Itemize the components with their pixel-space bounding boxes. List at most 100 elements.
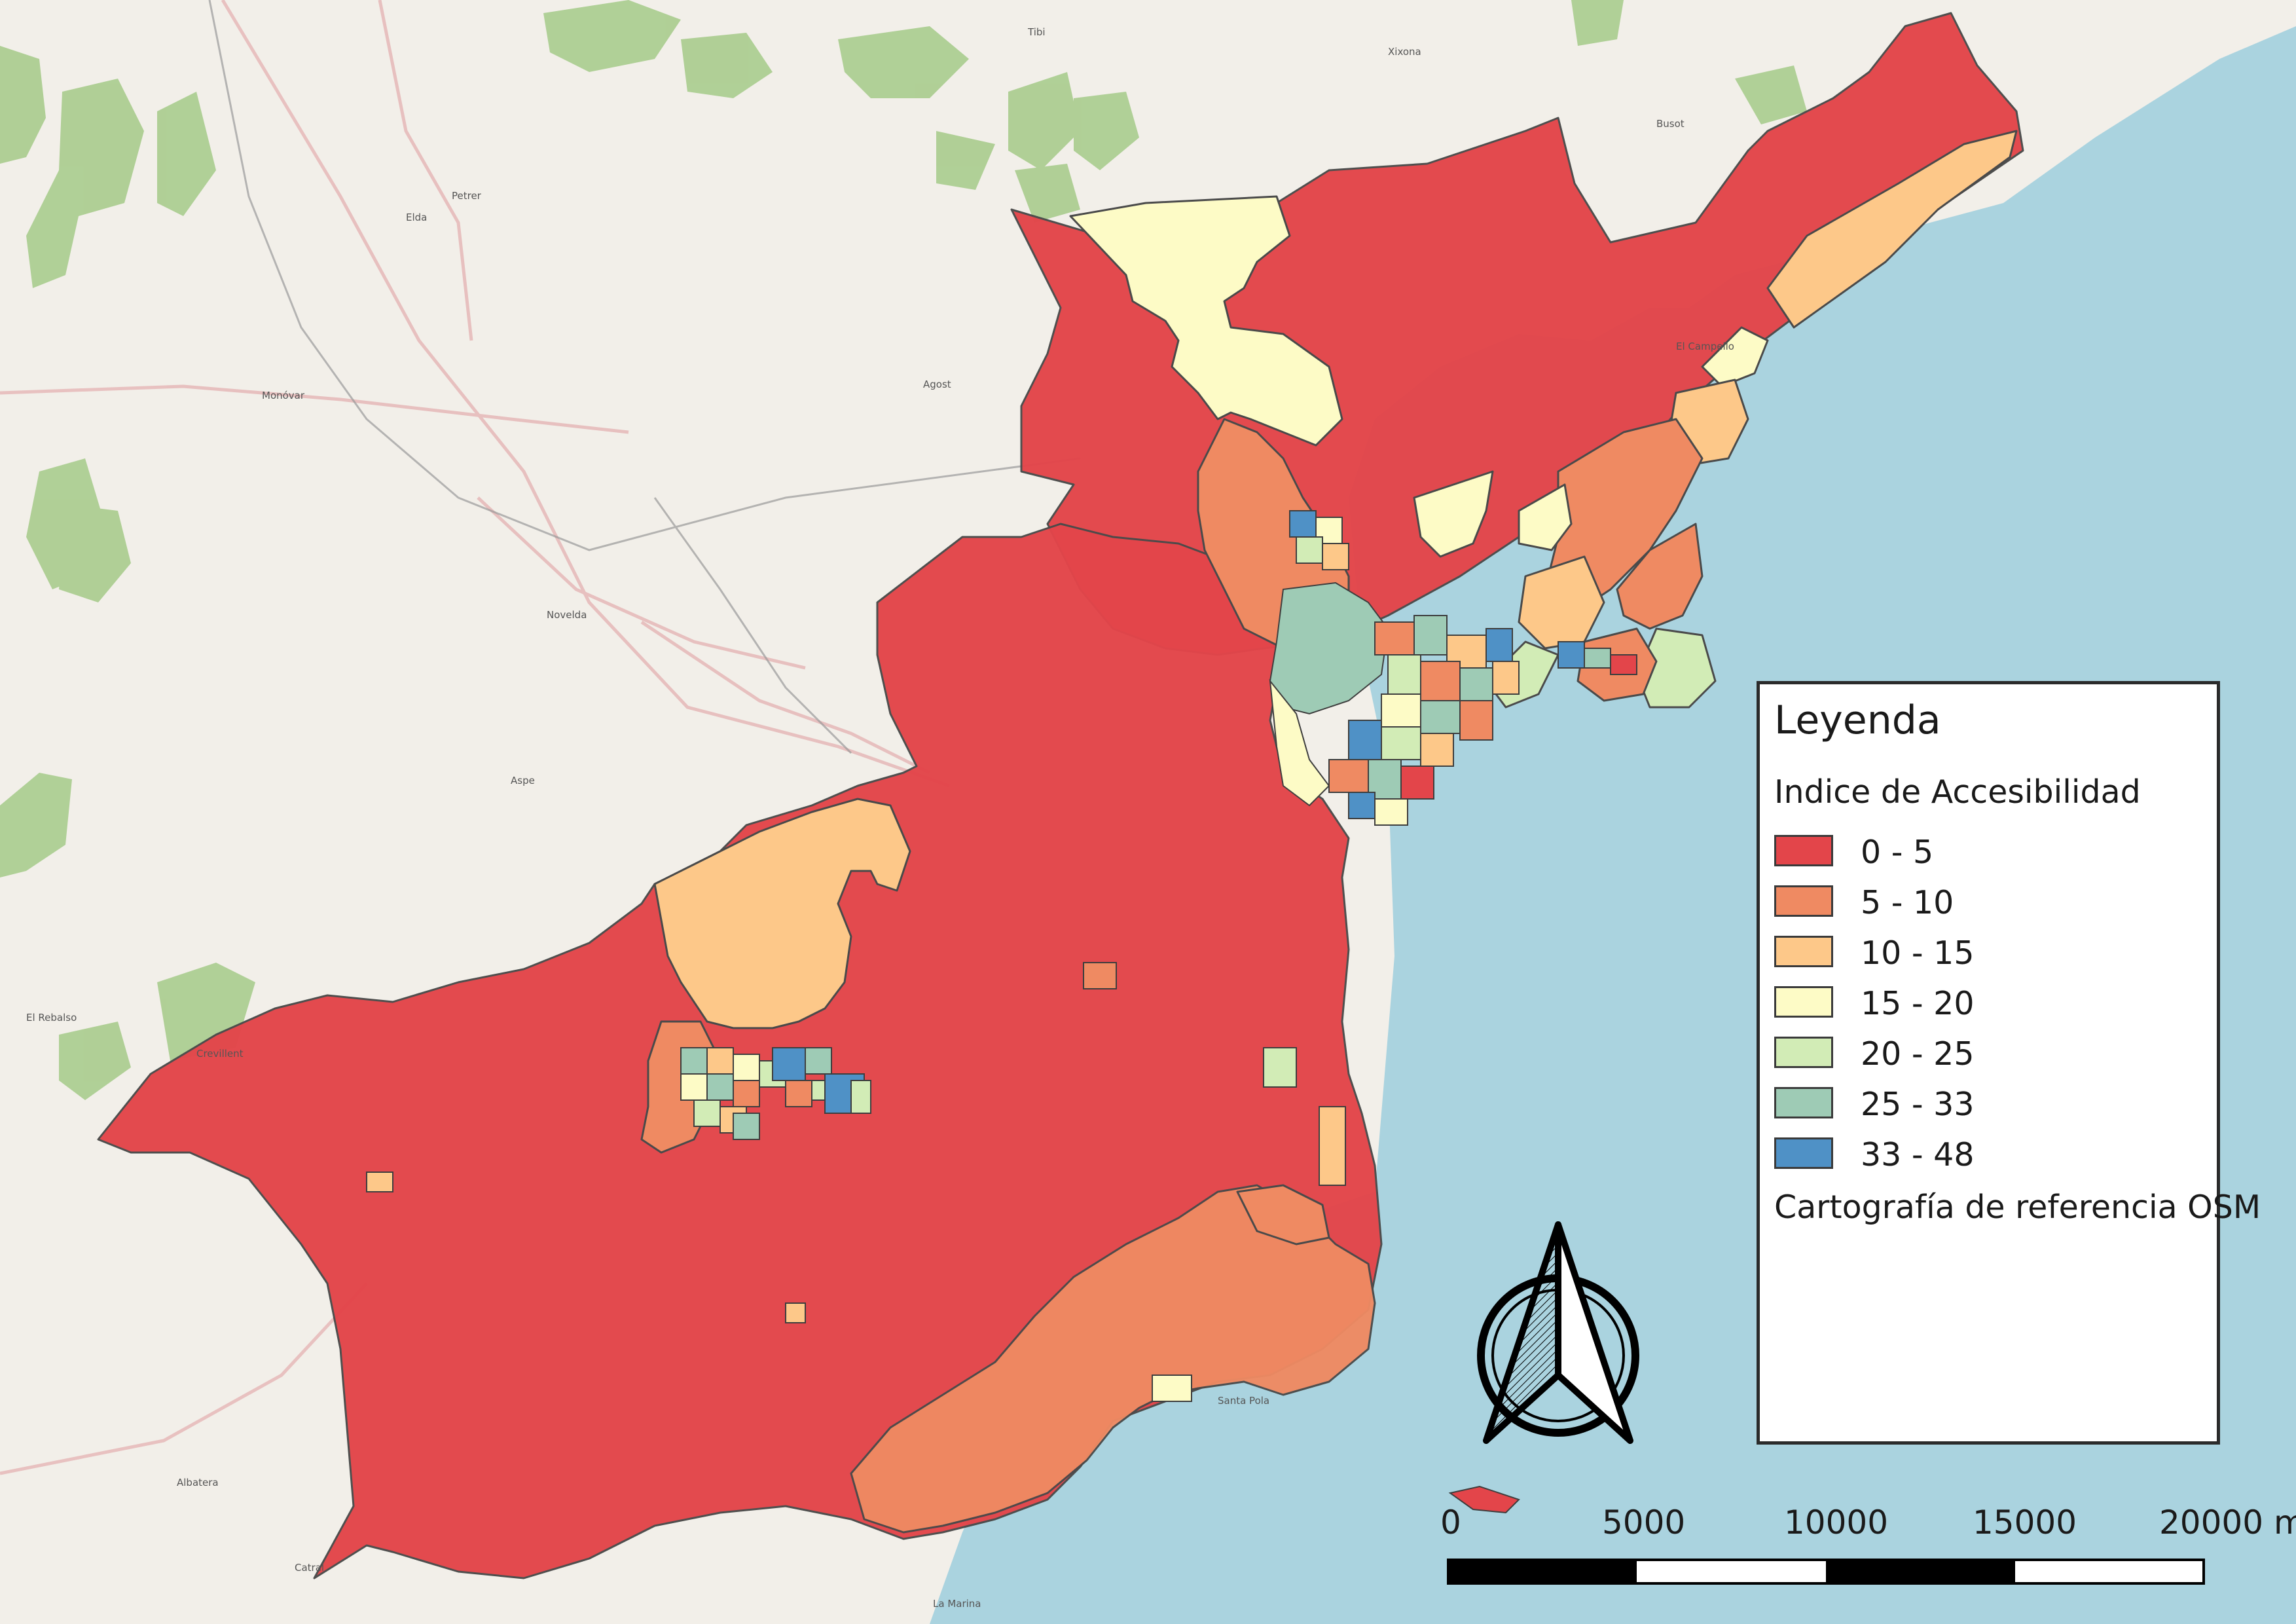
patch	[785, 1302, 806, 1323]
zone-coast-yellow2	[1518, 483, 1573, 551]
zone-north-yellow	[1069, 195, 1343, 447]
place-label: Novelda	[547, 609, 587, 621]
legend-subtitle: Indice de Accesibilidad	[1774, 773, 2141, 811]
town-block	[733, 1113, 760, 1140]
city-block	[1381, 726, 1421, 760]
place-label: Monóvar	[262, 390, 305, 401]
patch	[1152, 1375, 1192, 1402]
place-label: Busot	[1656, 118, 1685, 130]
city-block	[1584, 648, 1611, 669]
zone-south-coast-orange2	[1236, 1184, 1330, 1246]
legend-credit: Cartografía de referencia OSM	[1774, 1189, 2261, 1226]
city-block	[1485, 628, 1513, 662]
legend-swatch	[1774, 1037, 1833, 1068]
zone-city-teal	[1269, 581, 1389, 715]
city-block	[1459, 667, 1493, 701]
city-block	[1387, 654, 1421, 695]
legend-swatch	[1774, 986, 1833, 1018]
place-label: Petrer	[452, 190, 481, 202]
legend-label: 33 - 48	[1861, 1136, 1975, 1173]
patch	[366, 1172, 393, 1192]
legend-label: 20 - 25	[1861, 1035, 1975, 1073]
place-label: Xixona	[1388, 46, 1421, 58]
legend-title: Leyenda	[1774, 697, 1941, 743]
zone-inland-light-orange	[653, 798, 911, 1029]
legend-swatch	[1774, 1137, 1833, 1169]
scale-label-5000: 5000	[1602, 1504, 1686, 1541]
patch	[1263, 1047, 1297, 1088]
place-label: Elda	[406, 212, 428, 223]
legend: Leyenda Indice de Accesibilidad 0 - 5 5 …	[1757, 681, 2261, 1445]
city-block	[1348, 792, 1376, 819]
town-block	[706, 1047, 734, 1075]
zone-coast-orange2	[1616, 523, 1704, 630]
town-block	[850, 1080, 871, 1114]
zone-south-coast-orange	[850, 1184, 1376, 1534]
place-label: El Rebalso	[26, 1012, 77, 1024]
scale-label-15000: 15000	[1973, 1504, 2077, 1541]
city-block	[1413, 615, 1448, 655]
rail-lines	[208, 0, 1081, 754]
small-patches	[366, 962, 1520, 1514]
patch	[1083, 962, 1117, 989]
city-block	[1400, 766, 1434, 800]
place-label: Catral	[295, 1562, 325, 1574]
city-block	[1610, 654, 1637, 675]
place-label: Santa Pola	[1218, 1395, 1270, 1407]
city-block	[1374, 798, 1408, 826]
legend-label: 5 - 10	[1861, 884, 1954, 921]
town-block	[733, 1054, 760, 1081]
zone-city-yellow	[1269, 678, 1330, 807]
city-block	[1420, 661, 1461, 701]
island-tabarca	[1448, 1485, 1520, 1514]
legend-swatch	[1774, 1087, 1833, 1118]
place-label: Agost	[923, 378, 951, 390]
town-block	[680, 1073, 708, 1101]
town-block	[772, 1047, 806, 1081]
city-block	[1492, 661, 1520, 695]
city-block	[1420, 733, 1454, 767]
patch	[1319, 1106, 1346, 1186]
town-block	[680, 1047, 708, 1075]
zone-north-yellow2	[1413, 470, 1494, 558]
place-label: Albatera	[177, 1477, 219, 1488]
city-block	[1328, 759, 1369, 793]
study-area	[97, 12, 2024, 1579]
city-block	[1558, 641, 1585, 669]
city-block	[1374, 621, 1415, 655]
legend-label: 15 - 20	[1861, 985, 1975, 1022]
scale-labels: 0 5000 10000 15000 20000 m	[0, 1504, 2296, 1543]
legend-label: 0 - 5	[1861, 834, 1934, 871]
place-label: Aspe	[511, 775, 535, 786]
legend-swatch	[1774, 885, 1833, 917]
legend-label: 10 - 15	[1861, 934, 1975, 972]
city-block	[1322, 543, 1349, 570]
city-block	[1296, 536, 1323, 564]
city-block	[1420, 700, 1461, 734]
town-block	[733, 1080, 760, 1107]
town-block	[805, 1047, 832, 1075]
place-label: La Marina	[933, 1598, 981, 1610]
town-block	[706, 1073, 734, 1101]
place-label: Tibi	[1028, 26, 1046, 38]
north-arrow-icon	[1477, 1221, 1639, 1444]
city-block	[1289, 510, 1317, 538]
forest-areas	[0, 0, 1807, 1100]
town-block	[785, 1080, 812, 1107]
scale-label-10000: 10000	[1784, 1504, 1889, 1541]
place-label: El Campello	[1676, 341, 1734, 352]
town-mosaic	[680, 1047, 871, 1140]
city-block	[1368, 759, 1402, 800]
scale-bar	[1447, 1559, 2205, 1585]
scale-label-0: 0	[1440, 1504, 1461, 1541]
city-block	[1381, 693, 1421, 728]
legend-swatch	[1774, 936, 1833, 967]
place-label: Crevillent	[196, 1048, 244, 1060]
town-block	[693, 1099, 721, 1127]
city-block	[1348, 720, 1382, 760]
legend-swatch	[1774, 835, 1833, 866]
city-mosaic	[1269, 510, 1637, 826]
zone-coast-light-orange	[1766, 130, 2018, 329]
city-block	[1459, 700, 1493, 741]
scale-label-20000: 20000 m	[2159, 1504, 2296, 1541]
